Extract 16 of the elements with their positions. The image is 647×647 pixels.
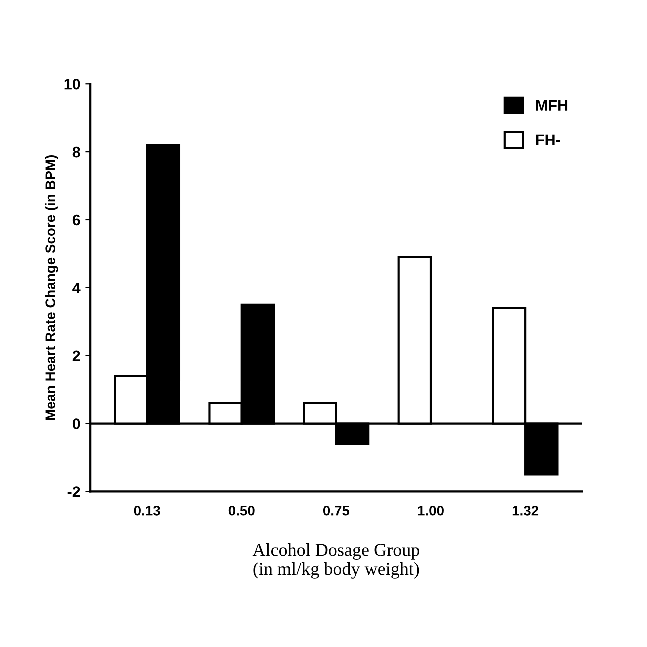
x-tick-label: 0.50 [228,506,255,516]
y-axis-title: Mean Heart Rate Change Score (in BPM) [45,155,58,420]
y-tick-label: 0 [72,418,80,430]
y-tick-label: -2 [68,486,80,498]
x-tick-label: 1.32 [512,506,539,516]
y-tick-label: 4 [72,282,81,294]
x-tick-label: 0.13 [134,506,160,516]
y-tick-label: 10 [64,78,80,90]
legend-label: FH- [536,134,560,146]
y-tick-label: 6 [72,214,80,226]
x-tick-label: 1.00 [418,506,444,516]
x-axis-title: Alcohol Dosage Group (in ml/kg body weight) [252,544,420,579]
y-tick-label: 8 [72,146,80,158]
y-tick-label: 2 [72,350,80,362]
legend-label: MFH [536,100,568,111]
x-tick-label: 0.75 [323,506,350,516]
